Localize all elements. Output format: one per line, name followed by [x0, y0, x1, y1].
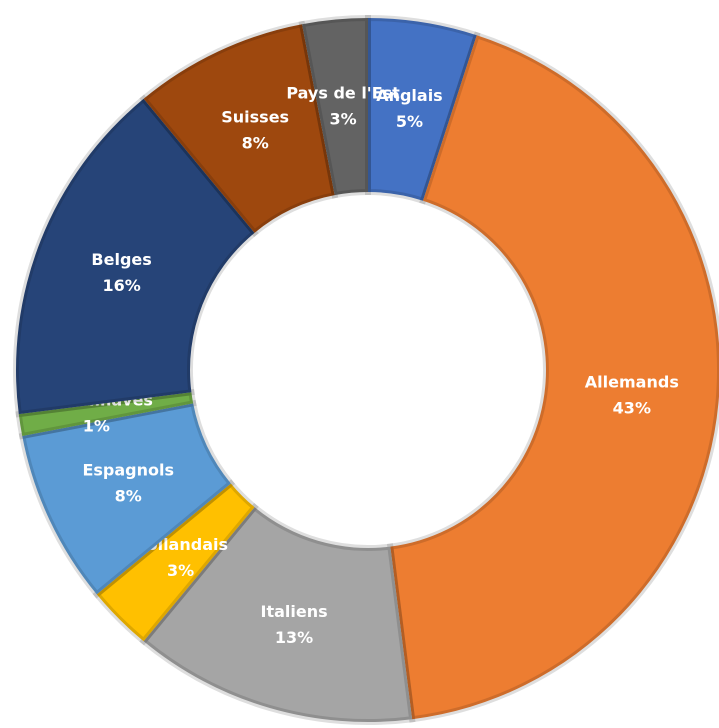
slice-value-label: 8%	[115, 486, 142, 505]
slice-value-label: 5%	[396, 112, 423, 131]
slice-group	[298, 14, 371, 199]
slice-label: Italiens	[260, 602, 327, 621]
slice-group	[13, 94, 259, 418]
slice-value-label: 8%	[242, 134, 269, 153]
slice-label: Pays de l'Est	[286, 84, 400, 103]
slice-group	[139, 20, 339, 238]
slice-value-label: 16%	[102, 276, 140, 295]
slice-label: Suisses	[221, 108, 289, 127]
slice-value-label: 3%	[167, 561, 194, 580]
slice-group	[139, 502, 416, 725]
donut-slice	[13, 94, 259, 418]
donut-slice	[139, 502, 416, 725]
slice-label: Anglais	[376, 86, 443, 105]
donut-slice	[18, 399, 236, 599]
slice-value-label: 43%	[613, 398, 651, 417]
slice-value-label: 3%	[329, 110, 356, 129]
slice-group	[15, 388, 197, 440]
slice-label: Espagnols	[82, 460, 174, 479]
donut-slice	[298, 14, 371, 199]
slice-value-label: 13%	[275, 628, 313, 647]
slice-group	[386, 31, 719, 723]
slice-label: Allemands	[585, 372, 679, 391]
slice-value-label: 1%	[83, 417, 110, 436]
donut-slice	[365, 14, 481, 205]
donut-slice	[386, 31, 719, 723]
slice-group	[18, 399, 236, 599]
slice-label: Belges	[91, 250, 151, 269]
donut-slice	[139, 20, 339, 238]
slice-group	[365, 14, 481, 205]
donut-slice	[15, 388, 197, 440]
